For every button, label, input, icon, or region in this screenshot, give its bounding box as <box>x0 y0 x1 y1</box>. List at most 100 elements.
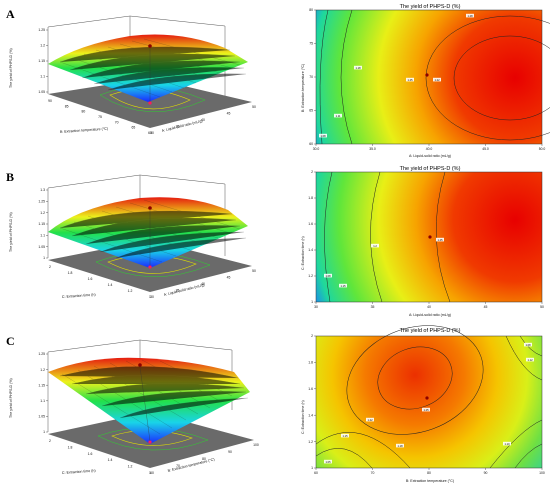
surface-plot-c: 1 1.05 1.1 1.15 1.2 1.25 The yield of PHPS-D … <box>9 339 259 475</box>
contour-ylabel-a: B: Extraction temperature (°C) <box>301 64 305 112</box>
contour-value-label: 1.22 <box>367 418 373 422</box>
surface-ytick-label: 50 <box>252 269 256 273</box>
contour-value-label: 1.05 <box>325 460 331 464</box>
contour-value-badge <box>396 443 404 448</box>
contour-ytick-label: 1 <box>311 466 313 470</box>
contour-value-badge <box>354 65 362 70</box>
contour-ytick-label: 1.2 <box>308 440 313 444</box>
surface-ytick-label: 100 <box>253 443 259 447</box>
optimum-point-c <box>138 363 142 367</box>
contour-plot-b: The yield of PHPS-D (%) 1.251.21.081.15 … <box>301 166 544 317</box>
surface-zlabel-c: The yield of PHPS-D (%) <box>9 378 13 418</box>
contour-value-badge <box>433 77 441 82</box>
contour-value-badge <box>526 357 534 362</box>
contour-xtick-label: 45 <box>484 305 488 309</box>
contour-xtick-label: 90 <box>484 471 488 475</box>
surface-xtick-label: 80 <box>81 110 85 114</box>
contour-value-badge <box>422 407 430 412</box>
panel-letter-b: B <box>6 170 14 184</box>
contour-xtick-label: 35.0 <box>369 147 376 151</box>
contour-xtick-label: 35 <box>371 305 375 309</box>
contour-value-label: 1.2 <box>373 244 377 248</box>
contour-value-label: 1.25 <box>437 238 443 242</box>
contour-ytick-label: 1 <box>311 300 313 304</box>
surface-xtick-label: 1.6 <box>88 277 93 281</box>
contour-ytick-label: 1.4 <box>308 413 313 417</box>
contour-title-a: The yield of PHPS-D (%) <box>400 4 461 10</box>
panel-c: C 1 1.05 1.1 1.15 1.2 1.25 The yield of PHPS-… <box>6 325 545 483</box>
surface-ytick-label: 80 <box>202 457 206 461</box>
surface-xtick-label: 1.2 <box>128 289 133 293</box>
surface-xtick-label: 1 <box>149 295 151 299</box>
contour-ytick-label: 1.8 <box>308 361 313 365</box>
surface-ztick-label: 1.05 <box>38 90 45 94</box>
contour-value-badge <box>436 237 444 242</box>
surface-xtick-label: 70 <box>115 120 119 124</box>
contour-ytick-label: 1.2 <box>308 274 313 278</box>
contour-field-c <box>315 335 543 469</box>
optimum-point-contour-a <box>425 73 429 77</box>
contour-ytick-label: 1.8 <box>308 196 313 200</box>
surface-xtick-label: 60 <box>148 131 152 135</box>
contour-value-badge <box>406 77 414 82</box>
optimum-point-b <box>148 206 152 210</box>
surface-xtick-label: 90 <box>48 99 52 103</box>
surface-ztick-label: 1.1 <box>40 399 45 403</box>
surface-ytick-label: 30 <box>150 295 154 299</box>
surface-ytick-label: 60 <box>150 471 154 475</box>
contour-xtick-label: 45.0 <box>482 147 489 151</box>
contour-value-label: 1.08 <box>320 134 326 138</box>
contour-xlabel-a: A: Liquid-solid ratio (mL/g) <box>409 154 451 158</box>
surface-ztick-label: 1 <box>43 256 45 260</box>
contour-ytick-label: 1.4 <box>308 248 313 252</box>
panel-b: B 1 1.05 1.1 1.15 1.2 1.25 1.3 The yield of PH… <box>6 166 544 317</box>
surface-zlabel-a: The yield of PHPS-D (%) <box>9 48 13 88</box>
surface-ztick-label: 1.25 <box>38 28 45 32</box>
surface-ztick-label: 1.1 <box>40 75 45 79</box>
contour-value-label: 1.12 <box>527 358 533 362</box>
contour-ytick-label: 1.6 <box>308 222 313 226</box>
contour-xtick-label: 30 <box>314 305 318 309</box>
surface-ytick-label: 45 <box>227 276 231 280</box>
contour-xtick-label: 30.0 <box>313 147 320 151</box>
contour-value-label: 1.11 <box>336 114 341 118</box>
contour-value-label: 1.22 <box>434 78 440 82</box>
contour-field-a <box>315 9 543 145</box>
surface-ytick-label: 40 <box>201 118 205 122</box>
surface-ytick-label: 35 <box>176 125 180 129</box>
contour-value-label: 1.25 <box>407 78 413 82</box>
contour-ytick-label: 60 <box>309 142 313 146</box>
optimum-point-contour-c <box>425 396 429 400</box>
surface-ytick-label: 30 <box>150 131 154 135</box>
surface-xtick-label: 2 <box>49 265 51 269</box>
surface-ytick-label: 40 <box>201 282 205 286</box>
contour-xtick-label: 70 <box>371 471 375 475</box>
surface-ztick-label: 1.2 <box>40 211 45 215</box>
surface-xtick-label: 75 <box>98 115 102 119</box>
contour-value-badge <box>319 133 327 138</box>
surface-ztick-label: 1.3 <box>40 188 45 192</box>
contour-value-badge <box>324 459 332 464</box>
panel-a: A 1.05 1.1 1.15 1.2 1.25 The yield of PHPS-D… <box>6 4 550 158</box>
surface-xlabel-a: B: Extraction temperature (°C) <box>60 127 108 134</box>
surface-xtick-label: 1.8 <box>68 445 73 449</box>
surface-ytick-label: 35 <box>176 289 180 293</box>
contour-value-badge <box>371 243 379 248</box>
surface-ytick-label: 45 <box>227 112 231 116</box>
panel-letter-a: A <box>6 7 15 21</box>
surface-zlabel-b: The yield of PHPS-D (%) <box>9 212 13 252</box>
surface-xtick-label: 1.4 <box>108 283 113 287</box>
surface-ztick-label: 1.25 <box>38 352 45 356</box>
contour-xtick-label: 100 <box>539 471 545 475</box>
contour-value-badge <box>341 433 349 438</box>
optimum-point-contour-b <box>428 235 432 239</box>
surface-xtick-label: 1.4 <box>108 458 113 462</box>
contour-value-badge <box>503 441 511 446</box>
contour-ytick-label: 70 <box>309 75 313 79</box>
contour-plot-c: The yield of PHPS-D (%) 1.251.221.181.15… <box>301 325 545 483</box>
contour-xtick-label: 60 <box>314 471 318 475</box>
contour-value-label: 1.15 <box>342 434 348 438</box>
contour-ylabel-b: C: Extraction time (h) <box>301 236 305 270</box>
surface-ztick-label: 1.1 <box>40 234 45 238</box>
surface-ztick-label: 1.25 <box>38 200 45 204</box>
